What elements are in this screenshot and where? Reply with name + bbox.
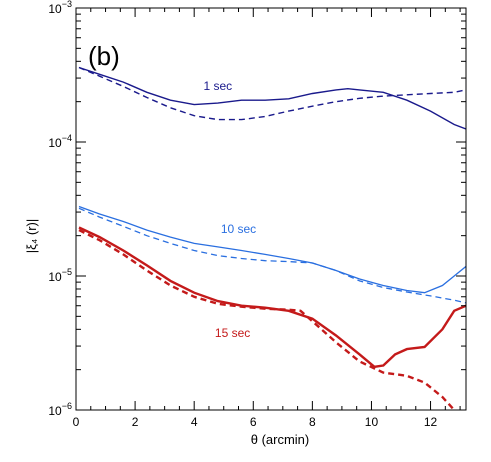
x-tick-label: 12 <box>424 415 438 429</box>
x-tick-label: 2 <box>132 415 139 429</box>
y-tick-label-exponent: −5 <box>62 267 72 277</box>
series-1-sec-solid-line <box>78 66 466 130</box>
x-tick-label: 8 <box>309 415 316 429</box>
x-tick-label: 0 <box>73 415 80 429</box>
y-tick-label: 10−5 <box>48 267 72 284</box>
series-15-sec-label: 15 sec <box>215 326 250 340</box>
y-tick-label-base: 10 <box>48 2 62 16</box>
x-tick-label: 6 <box>250 415 257 429</box>
x-tick-label: 10 <box>365 415 379 429</box>
series-10-sec-dashed-line <box>78 207 466 304</box>
series-15-sec-solid-line <box>78 226 466 369</box>
y-tick-label-exponent: −4 <box>62 133 72 143</box>
series-1-sec-label: 1 sec <box>203 79 232 93</box>
series-10-sec-solid-line <box>78 205 466 294</box>
y-tick-label-exponent: −6 <box>62 401 72 411</box>
y-tick-label-exponent: −3 <box>62 0 72 9</box>
y-tick-label: 10−6 <box>48 401 72 418</box>
series-10-sec-label: 10 sec <box>221 222 256 236</box>
plot-frame <box>75 7 467 411</box>
panel-label: (b) <box>88 41 120 71</box>
series-layer: 1 sec 10 sec 15 sec <box>78 66 466 410</box>
y-tick-label: 10−4 <box>48 133 72 150</box>
x-tick-label: 4 <box>191 415 198 429</box>
y-tick-label: 10−3 <box>48 0 72 16</box>
y-tick-label-base: 10 <box>48 270 62 284</box>
y-tick-label-base: 10 <box>48 136 62 150</box>
x-axis-label: θ (arcmin) <box>251 432 310 447</box>
series-1-sec-dashed-line <box>78 66 466 121</box>
y-axis-label: |ξ₄ (r)| <box>24 219 39 253</box>
y-tick-label-base: 10 <box>48 404 62 418</box>
